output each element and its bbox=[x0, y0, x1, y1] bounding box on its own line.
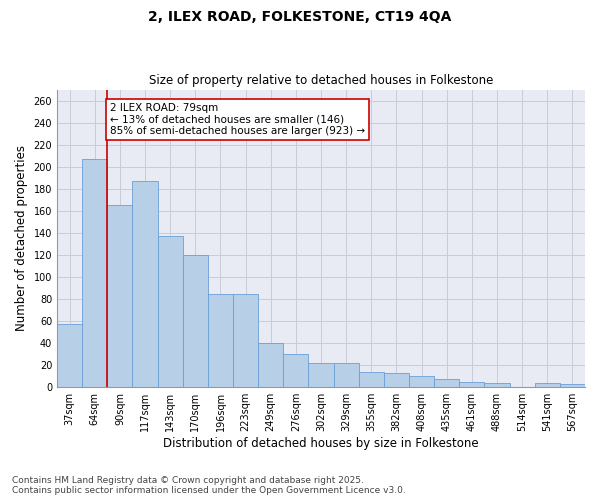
Bar bbox=[409, 376, 434, 387]
Bar bbox=[434, 380, 459, 387]
Bar bbox=[334, 363, 359, 387]
Bar bbox=[384, 373, 409, 387]
Bar bbox=[484, 383, 509, 387]
Y-axis label: Number of detached properties: Number of detached properties bbox=[15, 146, 28, 332]
Bar bbox=[57, 324, 82, 387]
Bar bbox=[459, 382, 484, 387]
Bar bbox=[359, 372, 384, 387]
Bar bbox=[183, 255, 208, 387]
Bar bbox=[258, 343, 283, 387]
Title: Size of property relative to detached houses in Folkestone: Size of property relative to detached ho… bbox=[149, 74, 493, 87]
X-axis label: Distribution of detached houses by size in Folkestone: Distribution of detached houses by size … bbox=[163, 437, 479, 450]
Bar bbox=[283, 354, 308, 387]
Bar bbox=[82, 159, 107, 387]
Text: Contains HM Land Registry data © Crown copyright and database right 2025.
Contai: Contains HM Land Registry data © Crown c… bbox=[12, 476, 406, 495]
Bar bbox=[133, 181, 158, 387]
Bar bbox=[107, 206, 133, 387]
Bar bbox=[560, 384, 585, 387]
Bar bbox=[535, 383, 560, 387]
Bar bbox=[233, 294, 258, 387]
Bar bbox=[308, 363, 334, 387]
Text: 2 ILEX ROAD: 79sqm
← 13% of detached houses are smaller (146)
85% of semi-detach: 2 ILEX ROAD: 79sqm ← 13% of detached hou… bbox=[110, 103, 365, 136]
Bar bbox=[208, 294, 233, 387]
Bar bbox=[158, 236, 183, 387]
Text: 2, ILEX ROAD, FOLKESTONE, CT19 4QA: 2, ILEX ROAD, FOLKESTONE, CT19 4QA bbox=[148, 10, 452, 24]
